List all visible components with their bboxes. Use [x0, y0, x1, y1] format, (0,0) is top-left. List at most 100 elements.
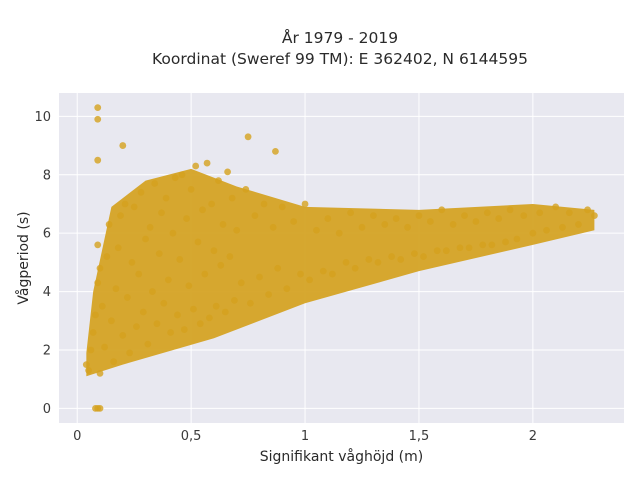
- scatter-point: [290, 218, 298, 225]
- scatter-point: [479, 241, 487, 249]
- scatter-point: [96, 264, 104, 272]
- scatter-point: [488, 241, 496, 249]
- scatter-point: [256, 273, 263, 281]
- scatter-point: [112, 285, 120, 293]
- scatter-point: [442, 247, 450, 255]
- scatter-point: [153, 320, 161, 328]
- scatter-point: [187, 185, 195, 193]
- scatter-point: [160, 299, 168, 307]
- scatter-point: [219, 221, 227, 228]
- y-tick-label: 4: [43, 285, 51, 300]
- scatter-point: [123, 294, 131, 301]
- scatter-point: [328, 270, 336, 278]
- scatter-point: [351, 264, 359, 272]
- scatter-point: [388, 253, 396, 260]
- scatter-point: [107, 317, 115, 325]
- scatter-point: [438, 206, 446, 214]
- scatter-point: [183, 215, 190, 222]
- scatter-point: [167, 329, 175, 336]
- scatter-point: [92, 311, 99, 319]
- scatter-point: [114, 244, 122, 252]
- scatter-point: [278, 203, 286, 211]
- scatter-point: [449, 221, 457, 228]
- scatter-point: [221, 308, 229, 316]
- scatter-points: [82, 104, 598, 412]
- scatter-point: [192, 162, 200, 170]
- scatter-point: [149, 288, 156, 295]
- scatter-point: [313, 226, 320, 234]
- scatter-point: [133, 323, 140, 331]
- scatter-point: [246, 299, 254, 307]
- scatter-point: [94, 156, 102, 164]
- scatter-point: [226, 253, 234, 260]
- scatter-point: [137, 188, 145, 196]
- scatter-point: [415, 212, 423, 220]
- scatter-point: [94, 241, 102, 249]
- scatter-point: [575, 221, 582, 228]
- scatter-point: [369, 212, 377, 220]
- scatter-point: [142, 235, 149, 243]
- scatter-point: [87, 346, 95, 354]
- scatter-point: [94, 115, 102, 123]
- scatter-cloud-core: [86, 168, 595, 377]
- scatter-point: [194, 238, 202, 246]
- scatter-point: [520, 212, 528, 220]
- x-axis-title: Signifikant våghöjd (m): [260, 448, 423, 465]
- scatter-point: [242, 185, 250, 193]
- y-tick-label: 0: [43, 402, 51, 417]
- scatter-point: [465, 244, 473, 252]
- scatter-point: [231, 296, 238, 304]
- scatter-point: [96, 369, 104, 377]
- scatter-point: [89, 329, 97, 336]
- scatter-density-band: [86, 168, 595, 377]
- scatter-point: [126, 349, 134, 357]
- scatter-point: [244, 133, 252, 141]
- scatter-point: [420, 253, 427, 260]
- x-tick-label: 1,5: [409, 429, 430, 444]
- x-tick-label: 0: [73, 429, 81, 444]
- scatter-point: [174, 311, 181, 319]
- scatter-point: [342, 258, 350, 266]
- scatter-point: [201, 270, 209, 278]
- scatter-point: [381, 221, 389, 228]
- x-tick-label: 2: [529, 429, 537, 444]
- scatter-point: [324, 215, 332, 222]
- scatter-point: [543, 226, 550, 234]
- scatter-point: [82, 361, 90, 368]
- scatter-point: [433, 247, 441, 255]
- scatter-point: [536, 209, 544, 217]
- scatter-point: [506, 206, 514, 214]
- scatter-point: [358, 223, 366, 231]
- scatter-point: [164, 276, 172, 284]
- scatter-point: [110, 358, 118, 366]
- scatter-point: [96, 404, 104, 412]
- scatter-point: [224, 168, 231, 176]
- scatter-point: [205, 314, 213, 322]
- scatter-point: [185, 282, 193, 290]
- scatter-point: [456, 244, 464, 252]
- scatter-point: [155, 250, 163, 258]
- scatter-point: [208, 200, 216, 208]
- scatter-point: [265, 291, 272, 298]
- scatter-point: [495, 215, 503, 222]
- scatter-point: [237, 279, 245, 287]
- scatter-point: [121, 200, 129, 208]
- scatter-point: [283, 285, 291, 293]
- y-tick-label: 2: [43, 343, 51, 358]
- scatter-point: [269, 223, 277, 231]
- scatter-point: [590, 212, 598, 220]
- scatter-point: [158, 209, 165, 217]
- scatter-point: [392, 215, 400, 222]
- scatter-point: [130, 203, 138, 211]
- scatter-point: [144, 340, 152, 348]
- scatter-point: [178, 171, 186, 179]
- scatter-point: [502, 238, 509, 246]
- scatter-point: [139, 308, 147, 316]
- scatter-point: [461, 212, 468, 220]
- scatter-point: [426, 218, 434, 225]
- scatter-point: [584, 206, 591, 214]
- scatter-point: [171, 174, 179, 182]
- scatter-point: [94, 279, 102, 287]
- scatter-point: [306, 276, 314, 284]
